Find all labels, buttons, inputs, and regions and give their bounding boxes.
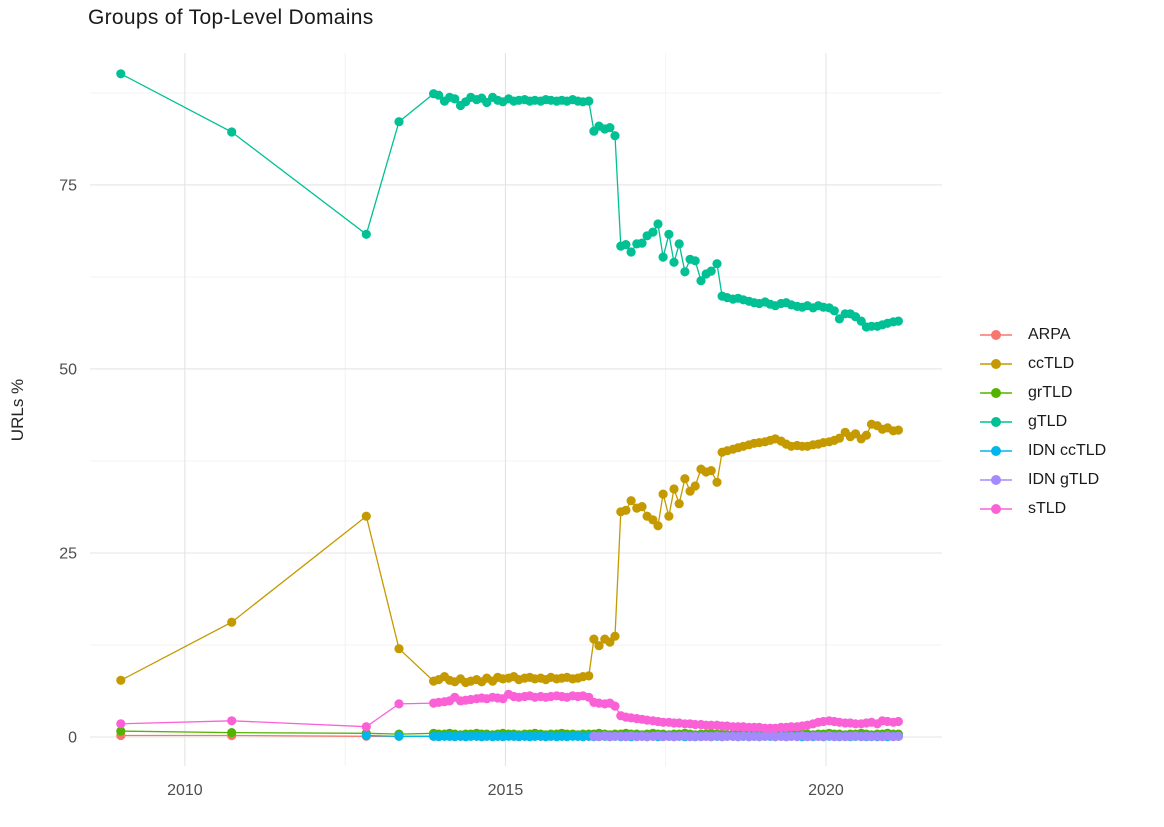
data-point-stld bbox=[116, 719, 126, 729]
data-point-idn-cctld bbox=[361, 730, 371, 741]
y-tick-label-25: 25 bbox=[59, 545, 77, 562]
legend-key-icon bbox=[980, 416, 1012, 427]
data-point-gtld bbox=[706, 266, 716, 276]
legend-label: grTLD bbox=[1028, 383, 1073, 401]
legend-item-idn-gtld: IDN gTLD bbox=[978, 465, 1106, 494]
data-point-cctld bbox=[116, 675, 126, 685]
data-point-gtld bbox=[712, 259, 722, 269]
data-point-cctld bbox=[621, 505, 631, 515]
data-point-cctld bbox=[584, 671, 594, 681]
data-point-cctld bbox=[637, 502, 647, 512]
legend-key-icon bbox=[980, 474, 1012, 485]
data-point-gtld bbox=[637, 238, 647, 248]
data-point-cctld bbox=[653, 521, 663, 531]
series-cctld bbox=[116, 419, 904, 688]
data-point-cctld bbox=[674, 499, 684, 509]
series-gtld bbox=[116, 69, 904, 332]
data-point-cctld bbox=[589, 634, 599, 644]
data-point-gtld bbox=[610, 131, 620, 141]
data-point-gtld bbox=[674, 239, 684, 249]
x-tick-label-2015: 2015 bbox=[488, 782, 524, 799]
legend-label: IDN ccTLD bbox=[1028, 441, 1107, 459]
y-tick-label-0: 0 bbox=[68, 730, 77, 747]
data-point-cctld bbox=[658, 489, 668, 499]
data-point-grtld bbox=[227, 728, 237, 738]
legend-item-stld: sTLD bbox=[978, 494, 1106, 523]
data-point-cctld bbox=[594, 641, 604, 651]
data-point-cctld bbox=[706, 466, 716, 476]
data-point-gtld bbox=[856, 316, 866, 326]
legend-key-icon bbox=[980, 387, 1012, 398]
data-point-gtld bbox=[893, 316, 904, 326]
y-tick-label-75: 75 bbox=[59, 177, 77, 194]
data-point-gtld bbox=[658, 252, 668, 262]
legend: ARPA ccTLD grTLD gTLD IDN ccTLD bbox=[978, 320, 1106, 523]
data-point-cctld bbox=[664, 511, 674, 521]
legend-key-icon bbox=[980, 358, 1012, 369]
legend-item-idn-cctld: IDN ccTLD bbox=[978, 436, 1106, 465]
legend-label: ARPA bbox=[1028, 325, 1071, 343]
legend-label: IDN gTLD bbox=[1028, 470, 1100, 488]
data-point-cctld bbox=[834, 433, 845, 443]
legend-item-arpa: ARPA bbox=[978, 320, 1106, 349]
x-tick-label-2020: 2020 bbox=[808, 782, 844, 799]
data-point-cctld bbox=[361, 511, 371, 521]
series-line-gtld bbox=[120, 73, 899, 328]
data-point-gtld bbox=[829, 306, 839, 316]
data-point-gtld bbox=[648, 227, 658, 237]
data-point-stld bbox=[893, 716, 904, 727]
data-point-gtld bbox=[626, 247, 636, 257]
data-point-cctld bbox=[626, 496, 636, 506]
data-point-gtld bbox=[361, 229, 371, 239]
legend-label: sTLD bbox=[1028, 499, 1067, 517]
series-idn-gtld bbox=[589, 731, 904, 742]
data-point-stld bbox=[394, 699, 404, 709]
data-point-gtld bbox=[669, 257, 679, 267]
data-point-stld bbox=[361, 722, 371, 732]
legend-key-icon bbox=[980, 503, 1012, 514]
legend-label: ccTLD bbox=[1028, 354, 1075, 372]
data-point-gtld bbox=[664, 229, 674, 239]
data-point-gtld bbox=[394, 117, 404, 127]
chart-title: Groups of Top-Level Domains bbox=[88, 6, 374, 29]
data-point-gtld bbox=[653, 219, 663, 229]
data-point-gtld bbox=[227, 127, 237, 137]
data-point-cctld bbox=[690, 481, 700, 491]
data-point-cctld bbox=[394, 644, 404, 654]
legend-item-cctld: ccTLD bbox=[978, 349, 1106, 378]
data-point-cctld bbox=[893, 425, 904, 435]
series-stld bbox=[116, 689, 904, 733]
legend-item-gtld: gTLD bbox=[978, 407, 1106, 436]
legend-item-grtld: grTLD bbox=[978, 378, 1106, 407]
data-point-cctld bbox=[227, 617, 237, 627]
data-point-cctld bbox=[610, 631, 620, 641]
data-point-gtld bbox=[584, 96, 594, 106]
data-point-grtld bbox=[116, 726, 126, 736]
legend-key-icon bbox=[980, 329, 1012, 340]
data-point-cctld bbox=[680, 474, 690, 484]
data-point-gtld bbox=[680, 267, 690, 277]
data-point-gtld bbox=[621, 240, 631, 250]
legend-label: gTLD bbox=[1028, 412, 1068, 430]
data-point-gtld bbox=[450, 94, 460, 104]
data-point-stld bbox=[227, 716, 237, 726]
data-point-gtld bbox=[434, 90, 444, 100]
x-tick-label-2010: 2010 bbox=[167, 782, 203, 799]
legend-key-icon bbox=[980, 445, 1012, 456]
data-point-gtld bbox=[696, 276, 706, 286]
data-point-gtld bbox=[116, 69, 126, 79]
data-point-gtld bbox=[605, 123, 615, 133]
data-point-idn-gtld bbox=[893, 731, 904, 741]
data-point-cctld bbox=[669, 484, 679, 494]
data-point-gtld bbox=[690, 256, 700, 266]
data-point-idn-cctld bbox=[394, 731, 404, 741]
data-point-stld bbox=[610, 701, 620, 711]
data-point-cctld bbox=[861, 430, 872, 440]
y-tick-label-50: 50 bbox=[59, 361, 77, 378]
data-point-cctld bbox=[712, 477, 722, 487]
